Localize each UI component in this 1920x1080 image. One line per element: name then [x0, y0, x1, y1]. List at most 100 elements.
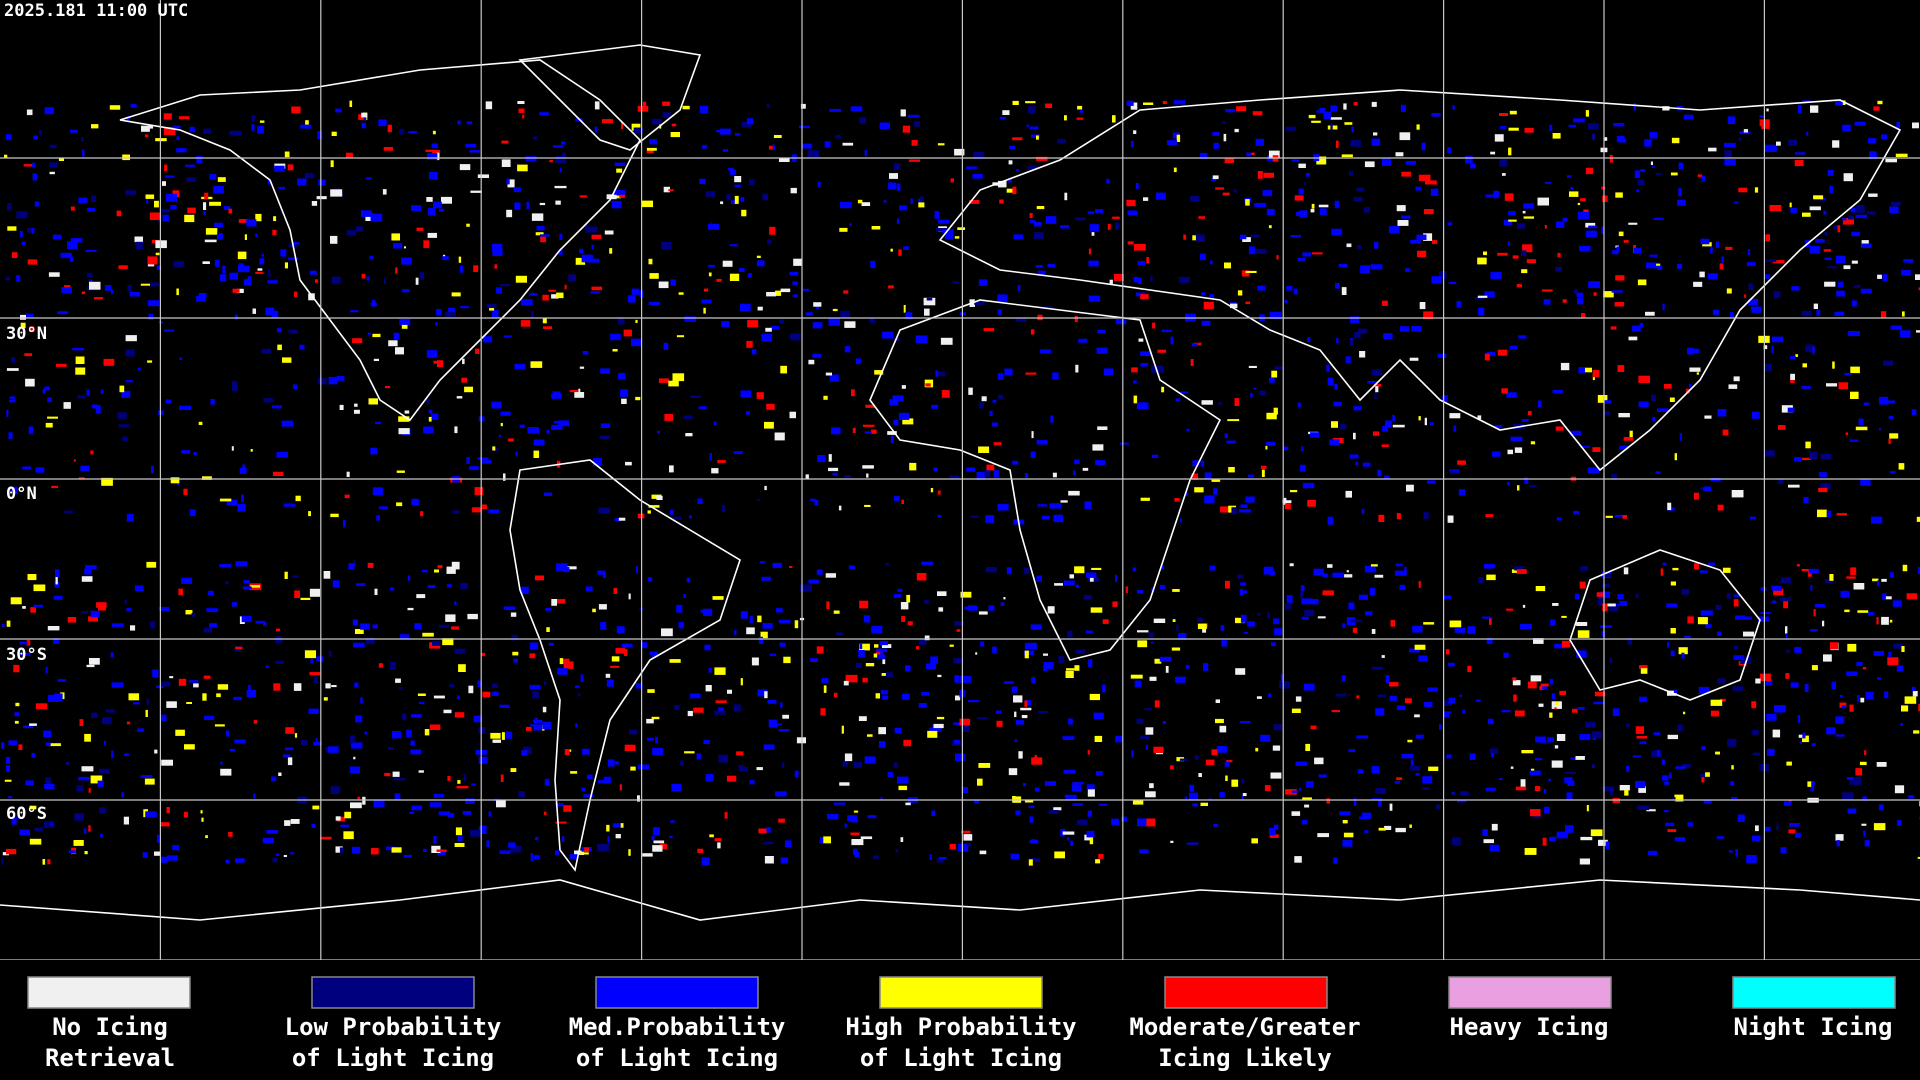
icing-pixel [88, 825, 91, 832]
icing-pixel [1389, 695, 1397, 701]
icing-pixel [647, 577, 653, 582]
icing-pixel [921, 692, 929, 696]
icing-pixel [128, 693, 140, 701]
icing-pixel [1491, 823, 1498, 831]
icing-pixel [1087, 810, 1092, 817]
icing-pixel [443, 709, 452, 714]
icing-pixel [74, 813, 84, 821]
icing-pixel [986, 464, 995, 471]
icing-pixel [438, 208, 445, 212]
icing-pixel [1544, 806, 1550, 814]
icing-pixel [890, 248, 893, 252]
icing-pixel [356, 583, 366, 587]
icing-pixel [176, 288, 179, 296]
icing-pixel [1085, 630, 1093, 634]
icing-pixel [251, 124, 255, 131]
icing-pixel [183, 488, 188, 495]
icing-pixel [1804, 684, 1809, 692]
icing-pixel [1224, 262, 1231, 269]
icing-pixel [86, 664, 95, 668]
icing-pixel [529, 653, 536, 659]
icing-pixel [244, 234, 247, 240]
icing-pixel [1585, 222, 1596, 228]
icing-pixel [1271, 370, 1278, 378]
icing-pixel [774, 791, 787, 797]
icing-pixel [1684, 635, 1691, 638]
icing-pixel [1279, 681, 1290, 689]
icing-pixel [570, 771, 578, 774]
icing-pixel [1, 742, 5, 749]
icing-pixel [313, 676, 318, 684]
icing-pixel [873, 653, 878, 658]
icing-pixel [1869, 151, 1877, 160]
icing-pixel [929, 854, 932, 861]
icing-pixel [1266, 208, 1275, 216]
icing-pixel [842, 760, 848, 767]
icing-pixel [401, 324, 408, 329]
icing-pixel [685, 433, 693, 437]
icing-pixel [949, 475, 959, 479]
icing-pixel [1786, 649, 1790, 653]
icing-pixel [225, 581, 229, 585]
icing-pixel [1849, 439, 1859, 442]
icing-pixel [1823, 210, 1827, 215]
icing-pixel [152, 669, 159, 678]
icing-pixel [1778, 478, 1784, 485]
icing-pixel [395, 267, 398, 274]
icing-pixel [903, 739, 911, 747]
icing-pixel [158, 606, 170, 611]
icing-pixel [1467, 626, 1476, 635]
icing-pixel [1412, 625, 1423, 633]
icing-pixel [52, 234, 62, 240]
icing-pixel [1585, 230, 1597, 237]
icing-pixel [1592, 764, 1595, 768]
icing-pixel [1764, 450, 1775, 457]
icing-pixel [1499, 159, 1508, 167]
icing-pixel [343, 831, 354, 840]
icing-pixel [1681, 764, 1691, 769]
icing-pixel [1794, 152, 1806, 155]
icing-pixel [997, 294, 1008, 303]
icing-pixel [985, 515, 995, 523]
icing-pixel [183, 811, 188, 818]
icing-pixel [1864, 750, 1867, 756]
icing-pixel [1785, 633, 1788, 640]
icing-pixel [134, 585, 144, 591]
icing-pixel [721, 504, 725, 512]
icing-pixel [449, 683, 455, 688]
icing-pixel [997, 309, 1002, 315]
icing-pixel [684, 751, 695, 754]
icing-pixel [558, 249, 563, 256]
icing-pixel [1493, 190, 1500, 199]
icing-pixel [1336, 140, 1339, 148]
icing-pixel [1877, 274, 1882, 279]
icing-pixel [640, 642, 648, 649]
icing-pixel [1424, 209, 1434, 215]
icing-pixel [1298, 787, 1301, 791]
icing-pixel [1342, 820, 1348, 824]
icing-pixel [360, 623, 370, 630]
icing-pixel [1486, 574, 1496, 581]
icing-pixel [1649, 254, 1658, 257]
icing-pixel [170, 477, 180, 484]
icing-pixel [1617, 594, 1624, 599]
icing-pixel [883, 200, 887, 203]
icing-pixel [1506, 392, 1517, 398]
icing-pixel [1070, 840, 1073, 846]
icing-pixel [172, 125, 181, 129]
icing-pixel [1551, 760, 1563, 768]
icing-pixel [989, 410, 993, 417]
icing-pixel [1127, 241, 1134, 245]
icing-pixel [1356, 735, 1368, 739]
icing-pixel [393, 332, 400, 340]
icing-pixel [1700, 773, 1709, 778]
icing-pixel [1037, 270, 1046, 276]
icing-pixel [542, 294, 549, 301]
icing-pixel [133, 702, 140, 705]
icing-pixel [1744, 616, 1752, 620]
icing-pixel [311, 823, 316, 828]
icing-pixel [591, 234, 602, 240]
icing-pixel [931, 810, 935, 817]
icing-pixel [1504, 193, 1514, 201]
icing-pixel [1235, 617, 1246, 624]
